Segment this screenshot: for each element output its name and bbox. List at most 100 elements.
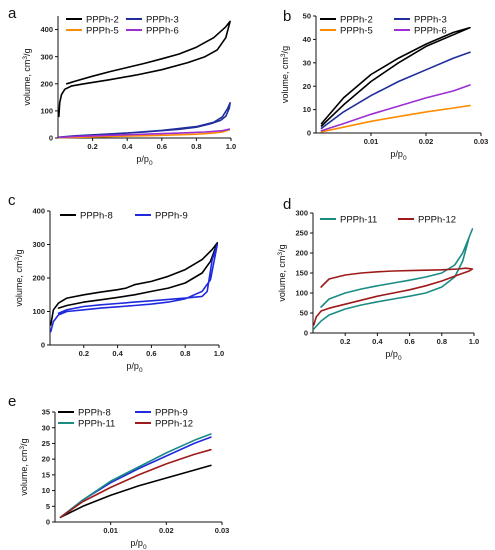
legend-label: PPPh-12 xyxy=(155,418,193,429)
x-tick-label: 0.4 xyxy=(122,142,133,151)
x-tick-label: 0.6 xyxy=(404,337,414,346)
series-line-PPPh-9 xyxy=(49,243,219,333)
series-line-PPPh-6 xyxy=(320,84,471,132)
panel-b: b 0 10 20 30 40 50 0.01 0.02 0.03 p/p0 volume, cm3/… xyxy=(280,8,488,162)
y-tick-label: 200 xyxy=(40,79,53,88)
legend-label: PPPh-11 xyxy=(340,214,377,225)
y-tick-label: 30 xyxy=(42,423,50,432)
panel-label: d xyxy=(283,196,291,213)
y-tick-label: 10 xyxy=(42,486,50,495)
series-line-PPPh-3 xyxy=(58,102,231,138)
panel-label: e xyxy=(8,393,16,410)
x-tick-label: 0.01 xyxy=(103,526,118,535)
y-tick-label: 15 xyxy=(42,470,50,479)
y-tick-label: 300 xyxy=(295,209,308,218)
legend-label: PPPh-3 xyxy=(414,14,447,25)
y-tick-label: 30 xyxy=(303,58,311,67)
y-tick-label: 100 xyxy=(40,106,53,115)
x-tick-label: 0.8 xyxy=(437,337,447,346)
legend-label: PPPh-3 xyxy=(146,14,179,25)
legend-label: PPPh-5 xyxy=(86,25,119,36)
y-axis-label: volume, cm3/g xyxy=(280,46,290,103)
y-tick-label: 100 xyxy=(32,307,45,316)
x-tick-label: 0.6 xyxy=(146,349,156,358)
y-tick-label: 100 xyxy=(295,289,308,298)
legend-label: PPPh-9 xyxy=(155,210,188,221)
y-tick-label: 20 xyxy=(303,82,311,91)
x-tick-label: 0.02 xyxy=(159,526,174,535)
series-line-PPPh-2 xyxy=(320,26,471,127)
x-tick-label: 0.4 xyxy=(372,337,383,346)
series-line-PPPh-8 xyxy=(49,242,219,326)
series-line-PPPh-8 xyxy=(59,464,212,519)
y-axis-label: volume, cm3/g xyxy=(19,438,29,495)
legend-label: PPPh-11 xyxy=(78,418,115,429)
y-tick-label: 0 xyxy=(41,341,45,350)
y-tick-label: 50 xyxy=(300,309,308,318)
y-tick-label: 400 xyxy=(40,25,53,34)
panel-e: e 0 5 10 15 20 25 30 35 0.01 0.02 0.03 p/p0 volume, c… xyxy=(8,393,229,550)
series-line-PPPh-3 xyxy=(320,51,471,130)
legend-label: PPPh-5 xyxy=(340,25,373,36)
series-line-PPPh-9 xyxy=(59,436,212,519)
y-axis-label: volume, cm3/g xyxy=(277,244,287,301)
y-tick-label: 150 xyxy=(295,269,308,278)
legend-label: PPPh-2 xyxy=(340,14,373,25)
panel-label: c xyxy=(8,192,16,209)
panel-a: a 0 100 200 300 400 0.2 0.4 0.6 0.8 1.0 p/p0 volume,… xyxy=(8,5,236,167)
y-tick-label: 0 xyxy=(307,129,311,138)
x-tick-label: 0.4 xyxy=(112,349,123,358)
y-tick-label: 5 xyxy=(46,502,50,511)
y-tick-label: 0 xyxy=(304,329,308,338)
panel-d: d 0 50 100 150 200 250 300 0.2 0.4 0.6 0.8 1.0 p/p0 vo… xyxy=(277,196,479,362)
panel-label: b xyxy=(283,8,291,25)
y-tick-label: 10 xyxy=(303,105,311,114)
x-tick-label: 0.8 xyxy=(180,349,190,358)
y-tick-label: 300 xyxy=(32,240,45,249)
y-tick-label: 35 xyxy=(42,408,50,417)
x-tick-label: 0.2 xyxy=(87,142,97,151)
y-tick-label: 400 xyxy=(32,207,45,216)
x-tick-label: 0.6 xyxy=(157,142,167,151)
y-tick-label: 50 xyxy=(303,12,311,21)
series-line-PPPh-12 xyxy=(312,267,474,326)
x-axis-label: p/p0 xyxy=(390,149,407,162)
x-tick-label: 0.2 xyxy=(79,349,89,358)
y-tick-label: 300 xyxy=(40,52,53,61)
x-tick-label: 0.8 xyxy=(191,142,201,151)
x-axis-label: p/p0 xyxy=(136,154,153,167)
x-tick-label: 1.0 xyxy=(226,142,236,151)
y-tick-label: 200 xyxy=(295,249,308,258)
legend-label: PPPh-6 xyxy=(414,25,447,36)
x-axis-label: p/p0 xyxy=(130,538,147,550)
series-line-PPPh-2 xyxy=(58,20,231,118)
x-tick-label: 0.02 xyxy=(419,137,434,146)
legend-label: PPPh-9 xyxy=(155,407,188,418)
x-axis-label: p/p0 xyxy=(126,361,143,374)
x-tick-label: 0.03 xyxy=(215,526,230,535)
y-tick-label: 250 xyxy=(295,229,308,238)
y-axis-label: volume, cm3/g xyxy=(14,249,24,306)
legend-label: PPPh-12 xyxy=(418,214,456,225)
series-line-PPPh-6 xyxy=(58,128,231,139)
x-tick-label: 1.0 xyxy=(469,337,479,346)
y-tick-label: 200 xyxy=(32,274,45,283)
y-tick-label: 25 xyxy=(42,439,50,448)
x-tick-label: 0.03 xyxy=(474,137,489,146)
panel-c: c 0 100 200 300 400 0.2 0.4 0.6 0.8 1.0 p/p0 volume,… xyxy=(8,192,224,374)
x-tick-label: 1.0 xyxy=(214,349,224,358)
y-tick-label: 20 xyxy=(42,455,50,464)
series-line-PPPh-5 xyxy=(320,104,471,133)
y-tick-label: 40 xyxy=(303,35,311,44)
legend-label: PPPh-6 xyxy=(146,25,179,36)
y-tick-label: 0 xyxy=(49,134,53,143)
y-axis-label: volume, cm3/g xyxy=(22,48,32,105)
legend-label: PPPh-2 xyxy=(86,14,119,25)
legend-label: PPPh-8 xyxy=(78,407,111,418)
panel-label: a xyxy=(8,5,17,22)
x-tick-label: 0.01 xyxy=(364,137,379,146)
series-line-PPPh-5 xyxy=(58,129,231,139)
x-tick-label: 0.2 xyxy=(340,337,350,346)
y-tick-label: 0 xyxy=(46,518,50,527)
